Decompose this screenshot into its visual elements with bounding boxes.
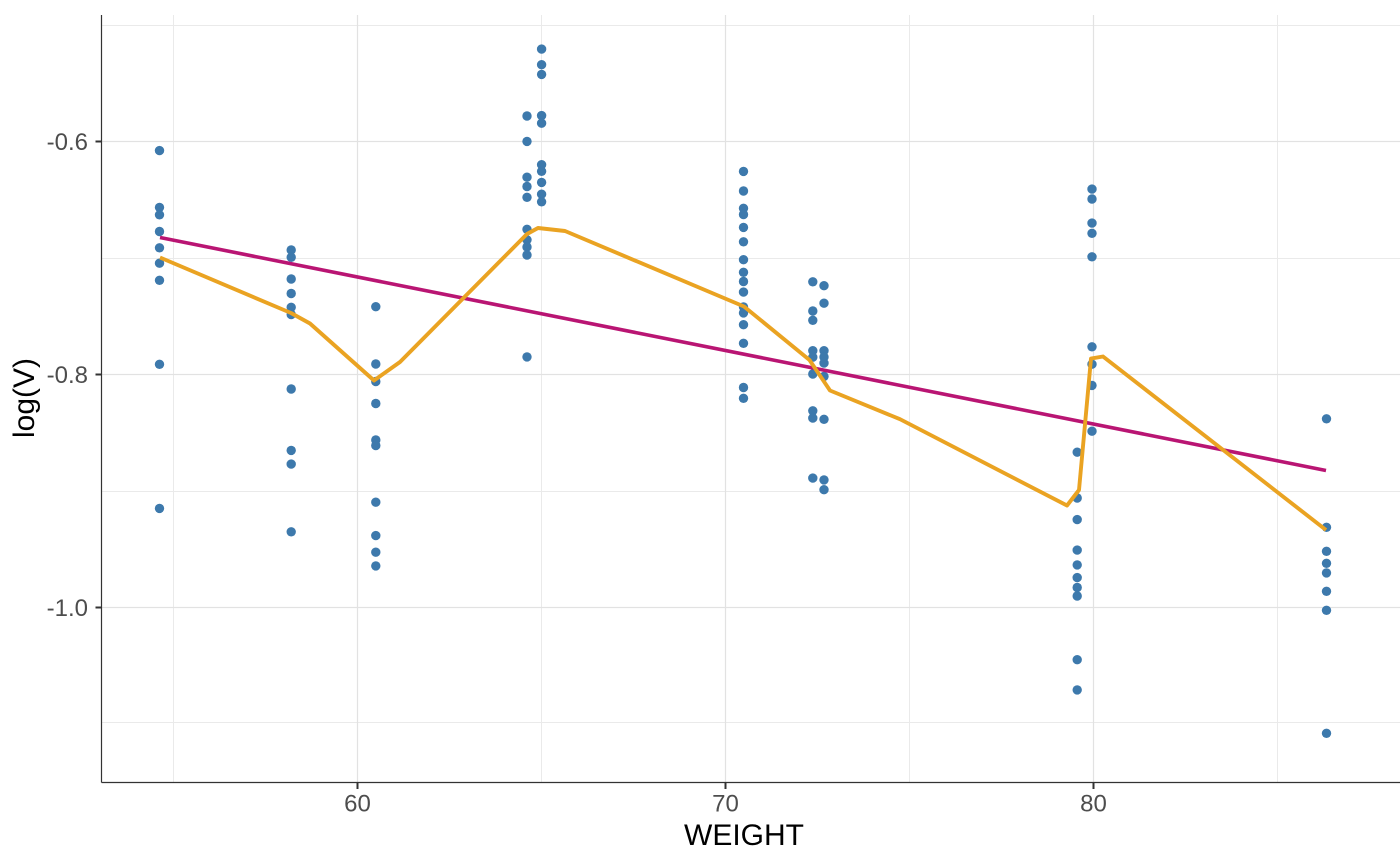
svg-text:-0.8: -0.8 [47,362,88,389]
svg-text:80: 80 [1080,791,1107,818]
svg-text:WEIGHT: WEIGHT [684,819,804,852]
svg-text:-0.6: -0.6 [47,129,88,156]
svg-text:log(V): log(V) [8,358,41,438]
svg-text:60: 60 [344,791,371,818]
svg-text:70: 70 [712,791,739,818]
svg-text:-1.0: -1.0 [47,595,88,622]
